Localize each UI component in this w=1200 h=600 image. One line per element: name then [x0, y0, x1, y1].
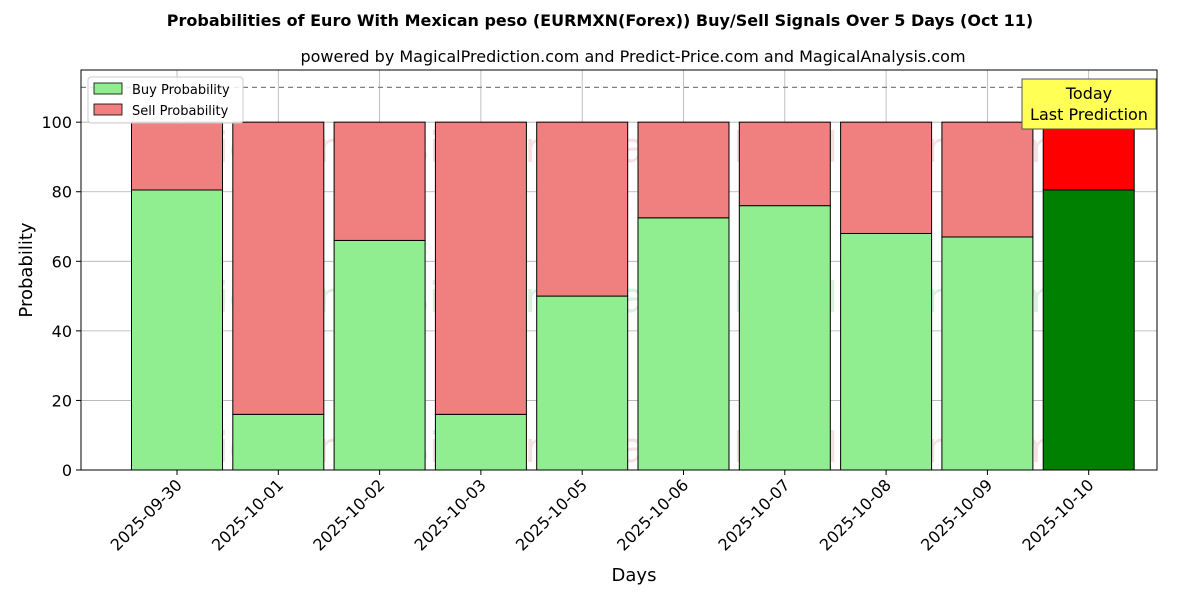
legend: Buy Probability Sell Probability [87, 76, 244, 124]
x-tick-label: 2025-10-10 [1018, 475, 1097, 554]
annotation-box [1021, 78, 1157, 130]
sell-bar [941, 121, 1034, 238]
sell-bar [232, 121, 325, 415]
x-tick-label: 2025-10-03 [411, 475, 490, 554]
y-tick-label: 0 [62, 461, 72, 480]
x-tick-label: 2025-09-30 [107, 475, 186, 554]
today-annotation: Today Last Prediction [1021, 78, 1157, 130]
y-tick-label: 40 [52, 322, 72, 341]
buy-bar [840, 232, 933, 471]
sell-bar [333, 121, 426, 241]
x-tick-label: 2025-10-05 [512, 475, 591, 554]
buy-bar [232, 413, 325, 471]
legend-sell-swatch [93, 103, 123, 116]
buy-bar [536, 295, 629, 471]
buy-bar [333, 239, 426, 471]
legend-buy-label: Buy Probability [132, 83, 230, 98]
legend-box [87, 76, 244, 124]
x-tick-label: 2025-10-09 [917, 475, 996, 554]
x-tick-label: 2025-10-06 [613, 475, 692, 554]
chart-subtitle: powered by MagicalPrediction.com and Pre… [300, 47, 965, 66]
y-tick-label: 100 [41, 113, 72, 132]
sell-bar [1042, 121, 1135, 191]
y-tick-label: 80 [52, 183, 72, 202]
buy-bar [1042, 189, 1135, 471]
chart-title: Probabilities of Euro With Mexican peso … [167, 11, 1034, 30]
y-tick-label: 20 [52, 391, 72, 410]
buy-bar [941, 236, 1034, 471]
sell-bar [434, 121, 527, 415]
x-tick-label: 2025-10-07 [714, 475, 793, 554]
legend-sell-label: Sell Probability [132, 104, 229, 119]
buy-bar [131, 189, 223, 471]
annotation-line1: Today [1065, 84, 1112, 103]
sell-bar [840, 121, 933, 234]
plot-frame [80, 69, 1158, 471]
x-ticks: 2025-09-30 2025-10-01 2025-10-02 2025-10-03… [107, 470, 1098, 555]
annotation-line2: Last Prediction [1030, 105, 1148, 124]
y-ticks: 0 20 40 60 80 100 [41, 113, 81, 480]
sell-bar [738, 121, 831, 207]
y-axis-label: Probability [16, 222, 37, 317]
x-tick-label: 2025-10-08 [816, 475, 895, 554]
bar-layer [131, 121, 1135, 471]
x-tick-label: 2025-10-01 [208, 475, 287, 554]
y-tick-label: 60 [52, 252, 72, 271]
x-tick-label: 2025-10-02 [309, 475, 388, 554]
sell-bar [536, 121, 629, 297]
sell-bar [637, 121, 730, 219]
buy-bar [637, 217, 730, 471]
x-axis-label: Days [612, 565, 657, 586]
buy-bar [434, 413, 527, 471]
sell-bar [131, 121, 223, 191]
buy-bar [738, 205, 831, 471]
legend-buy-swatch [93, 82, 123, 95]
